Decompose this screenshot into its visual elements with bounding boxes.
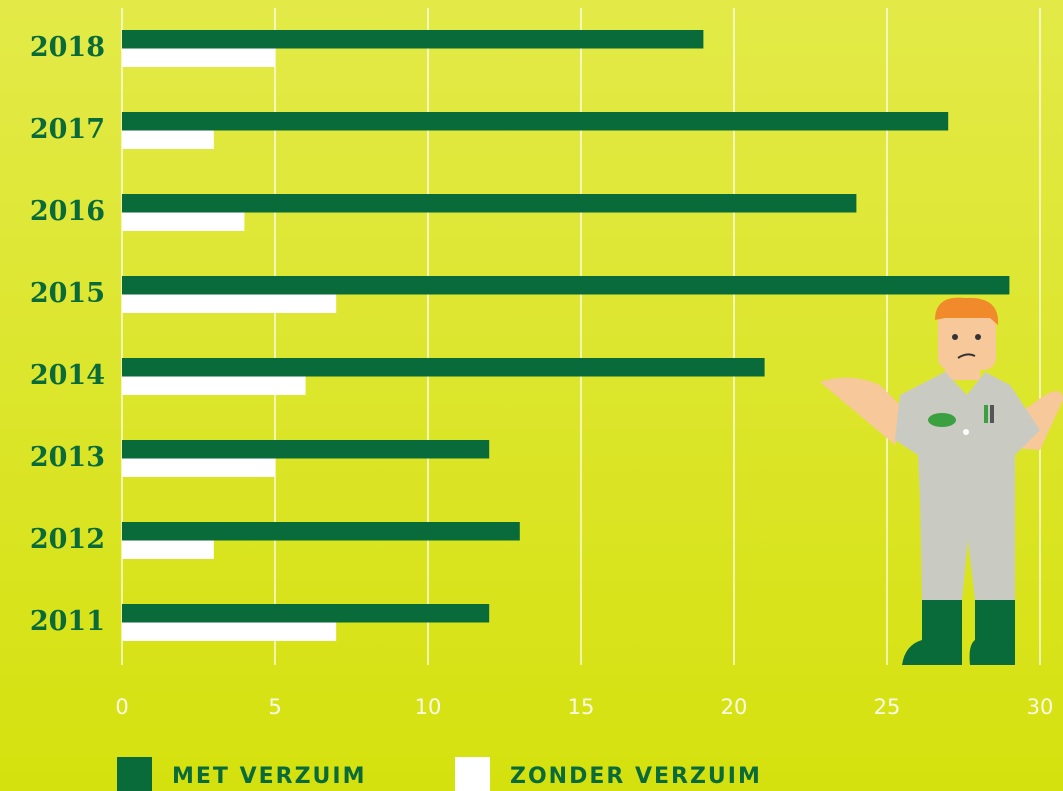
- legend-label: ZONDER VERZUIM: [510, 764, 762, 789]
- legend-label: MET VERZUIM: [172, 764, 366, 789]
- bar: [122, 30, 704, 49]
- bar: [122, 294, 337, 313]
- illustration: [820, 297, 1063, 665]
- y-tick-label: 2015: [30, 278, 105, 309]
- bar: [122, 212, 245, 231]
- y-tick-label: 2012: [30, 524, 105, 555]
- labels: 0 5 10 15 20 25 30 2018 2017 2016 2015 2014 2013 2012…: [30, 32, 1054, 719]
- bar: [122, 458, 275, 477]
- bar: [122, 376, 306, 395]
- bar: [122, 112, 949, 131]
- y-tick-label: 2018: [30, 32, 105, 63]
- bar: [122, 604, 490, 623]
- bar: [122, 622, 337, 641]
- y-tick-label: 2016: [30, 196, 105, 227]
- y-tick-label: 2011: [30, 606, 105, 637]
- bar: [122, 130, 214, 149]
- x-tick-label: 5: [268, 695, 281, 719]
- bar: [122, 276, 1010, 295]
- bar: [122, 194, 857, 213]
- y-tick-label: 2013: [30, 442, 105, 473]
- legend-swatch: [117, 757, 152, 791]
- x-tick-label: 15: [568, 695, 595, 719]
- bar: [122, 440, 490, 459]
- bar: [122, 358, 765, 377]
- x-tick-label: 10: [415, 695, 442, 719]
- x-tick-label: 30: [1027, 695, 1054, 719]
- x-tick-label: 0: [115, 695, 128, 719]
- x-tick-label: 20: [721, 695, 748, 719]
- bar: [122, 540, 214, 559]
- y-tick-label: 2017: [30, 114, 105, 145]
- legend-swatch: [455, 757, 490, 791]
- y-tick-label: 2014: [30, 360, 105, 391]
- bar: [122, 522, 520, 541]
- bar: [122, 48, 275, 67]
- x-tick-label: 25: [874, 695, 901, 719]
- bars: [122, 30, 1010, 641]
